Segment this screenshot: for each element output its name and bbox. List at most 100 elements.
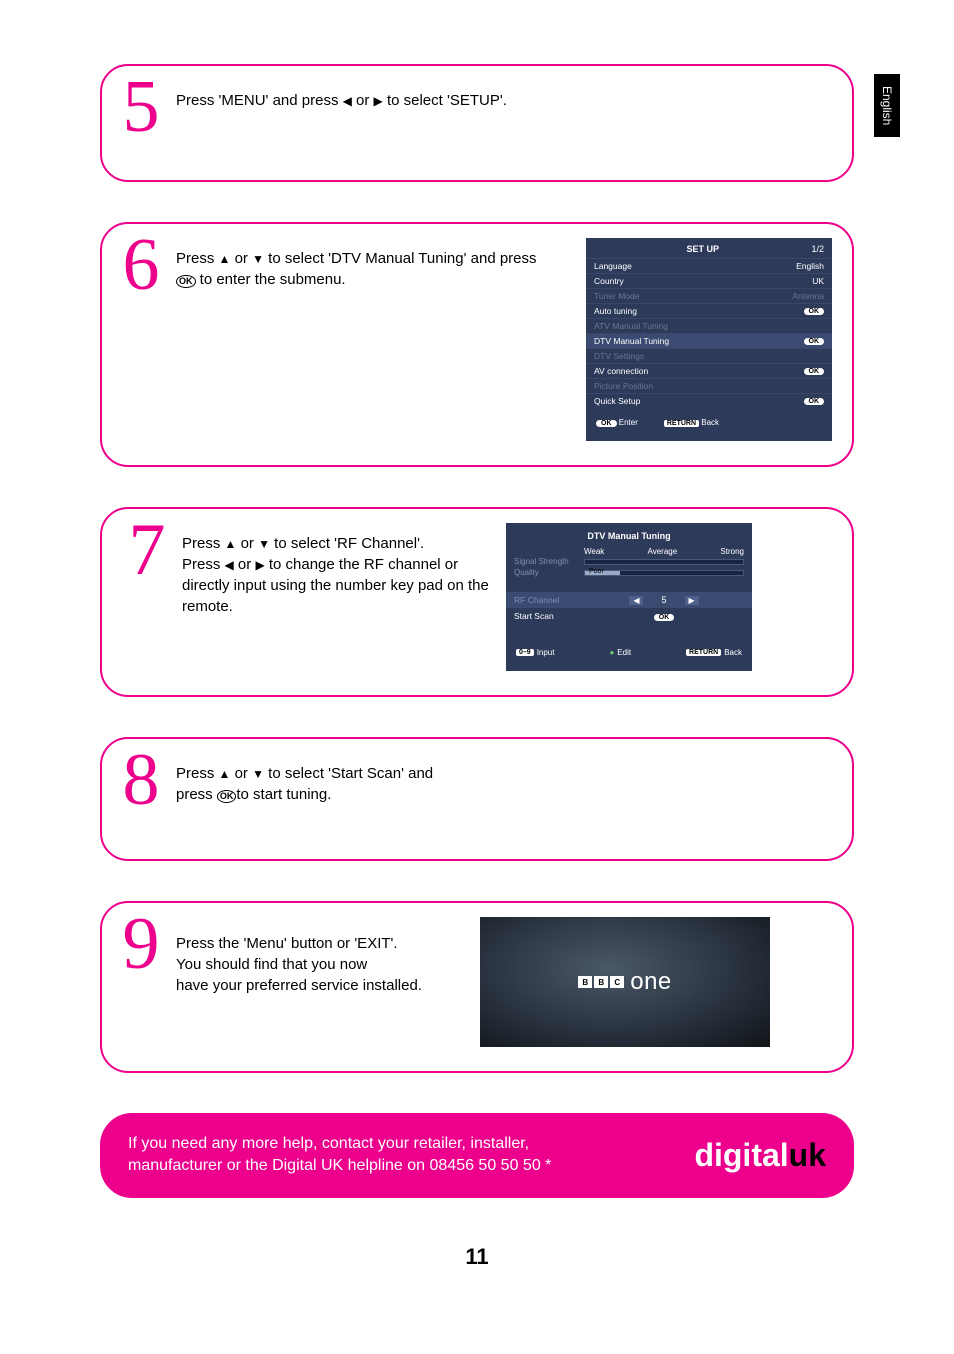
- scale-weak: Weak: [584, 547, 604, 556]
- footer-input: Input: [537, 648, 555, 657]
- edit-dot-icon: ●: [609, 648, 614, 657]
- dtv-menu-screenshot: DTV Manual Tuning Weak Average Strong Si…: [506, 523, 752, 671]
- up-arrow-icon: ▲: [219, 251, 231, 268]
- step-7-card: 7 Press ▲ or ▼ to select 'RF Channel'. P…: [100, 507, 854, 697]
- setup-menu-item: AV connectionOK: [586, 363, 832, 378]
- return-pill-icon: RETURN: [664, 420, 699, 427]
- ok-icon: OK: [176, 275, 196, 288]
- down-arrow-icon: ▼: [252, 251, 264, 268]
- step-5-card: 5 Press 'MENU' and press ◀ or ▶ to selec…: [100, 64, 854, 182]
- step-6-card: 6 Press ▲ or ▼ to select 'DTV Manual Tun…: [100, 222, 854, 467]
- s8b: to select 'Start Scan' and: [264, 765, 433, 782]
- step-5-or: or: [352, 92, 374, 109]
- footer-back2: Back: [724, 648, 742, 657]
- s7b: to select 'RF Channel'.: [270, 535, 424, 552]
- s8a: Press: [176, 765, 219, 782]
- step-8-card: 8 Press ▲ or ▼ to select 'Start Scan' an…: [100, 737, 854, 861]
- setup-menu-item: LanguageEnglish: [586, 258, 832, 273]
- s6-c: to enter the submenu.: [196, 271, 346, 288]
- up-arrow-icon: ▲: [219, 766, 231, 783]
- right-arrow-icon: ▶: [255, 557, 264, 574]
- bbc-one-logo: B B C one: [578, 968, 672, 996]
- dtv-title: DTV Manual Tuning: [506, 523, 752, 547]
- page-number: 11: [100, 1244, 854, 1270]
- setup-menu-item: CountryUK: [586, 273, 832, 288]
- rf-value: 5: [661, 595, 666, 605]
- step-6-text: Press ▲ or ▼ to select 'DTV Manual Tunin…: [170, 238, 576, 290]
- step-7-text: Press ▲ or ▼ to select 'RF Channel'. Pre…: [176, 523, 496, 617]
- step-7-number: 7: [118, 517, 176, 584]
- setup-menu-item: Picture Position: [586, 378, 832, 393]
- rf-label: RF Channel: [514, 595, 584, 605]
- footer-enter: Enter: [619, 418, 638, 427]
- rf-channel-row: RF Channel ◀ 5 ▶: [506, 592, 752, 608]
- s9c: have your preferred service installed.: [176, 977, 422, 994]
- scale-avg: Average: [648, 547, 678, 556]
- bbc-c: C: [610, 976, 624, 988]
- setup-menu-footer: OK Enter RETURN Back: [586, 408, 832, 431]
- step-5-number: 5: [112, 74, 170, 141]
- start-scan-row: Start Scan OK: [506, 608, 752, 624]
- bbc-b1: B: [578, 976, 592, 988]
- s8or: or: [230, 765, 252, 782]
- scale-strong: Strong: [720, 547, 744, 556]
- quality-label: Quality: [514, 568, 584, 577]
- rf-left-icon: ◀: [629, 596, 643, 605]
- down-arrow-icon: ▼: [252, 766, 264, 783]
- quality-bar: Poor: [584, 570, 744, 576]
- return-pill: RETURN: [686, 649, 721, 656]
- setup-menu-item: Quick SetupOK: [586, 393, 832, 408]
- help-banner: If you need any more help, contact your …: [100, 1113, 854, 1198]
- help-line2: manufacturer or the Digital UK helpline …: [128, 1157, 551, 1174]
- step-8-text: Press ▲ or ▼ to select 'Start Scan' and …: [170, 753, 832, 805]
- setup-menu-item: DTV Settings: [586, 348, 832, 363]
- bbc-one-text: one: [630, 968, 672, 996]
- digitaluk-logo: digitaluk: [694, 1137, 826, 1174]
- language-tab: English: [874, 74, 900, 137]
- signal-label: Signal Strength: [514, 557, 584, 566]
- ok-icon: OK: [217, 790, 237, 803]
- step-5-text-b: to select 'SETUP'.: [383, 92, 507, 109]
- setup-menu-item: DTV Manual TuningOK: [586, 333, 832, 348]
- setup-menu-item: ATV Manual Tuning: [586, 318, 832, 333]
- s8c: press: [176, 786, 217, 803]
- input-pill: 0–9: [516, 649, 534, 656]
- scan-ok-pill: OK: [654, 614, 675, 621]
- s8d: to start tuning.: [236, 786, 331, 803]
- up-arrow-icon: ▲: [225, 536, 237, 553]
- s6-or: or: [230, 250, 252, 267]
- s6-b: to select 'DTV Manual Tuning' and press: [264, 250, 537, 267]
- step-9-card: 9 Press the 'Menu' button or 'EXIT'. You…: [100, 901, 854, 1073]
- page-content: 5 Press 'MENU' and press ◀ or ▶ to selec…: [0, 0, 954, 1300]
- s7c: Press: [182, 556, 225, 573]
- digital-text: digital: [694, 1137, 788, 1173]
- step-9-text: Press the 'Menu' button or 'EXIT'. You s…: [170, 917, 470, 996]
- setup-menu-item: Tuner ModeAntenna: [586, 288, 832, 303]
- setup-menu-screenshot: SET UP 1/2 LanguageEnglishCountryUKTuner…: [586, 238, 832, 441]
- setup-menu-page: 1/2: [811, 244, 824, 254]
- left-arrow-icon: ◀: [343, 93, 352, 110]
- help-text: If you need any more help, contact your …: [128, 1133, 551, 1178]
- right-arrow-icon: ▶: [374, 93, 383, 110]
- bbc-one-screenshot: B B C one: [480, 917, 770, 1047]
- s6-a: Press: [176, 250, 219, 267]
- left-arrow-icon: ◀: [225, 557, 234, 574]
- step-6-number: 6: [112, 232, 170, 299]
- s7a: Press: [182, 535, 225, 552]
- s9a: Press the 'Menu' button or 'EXIT'.: [176, 935, 398, 952]
- signal-bar: [584, 559, 744, 565]
- scan-label: Start Scan: [514, 611, 584, 621]
- footer-back: Back: [701, 418, 719, 427]
- bbc-b2: B: [594, 976, 608, 988]
- quality-text: Poor: [589, 568, 604, 575]
- s9b: You should find that you now: [176, 956, 367, 973]
- rf-right-icon: ▶: [685, 596, 699, 605]
- setup-menu-item: Auto tuningOK: [586, 303, 832, 318]
- dtv-footer: 0–9 Input ● Edit RETURN Back: [506, 624, 752, 661]
- step-9-number: 9: [112, 911, 170, 978]
- s7or2: or: [234, 556, 256, 573]
- ok-pill-icon: OK: [596, 420, 617, 427]
- down-arrow-icon: ▼: [258, 536, 270, 553]
- footer-edit: Edit: [617, 648, 631, 657]
- step-8-number: 8: [112, 747, 170, 814]
